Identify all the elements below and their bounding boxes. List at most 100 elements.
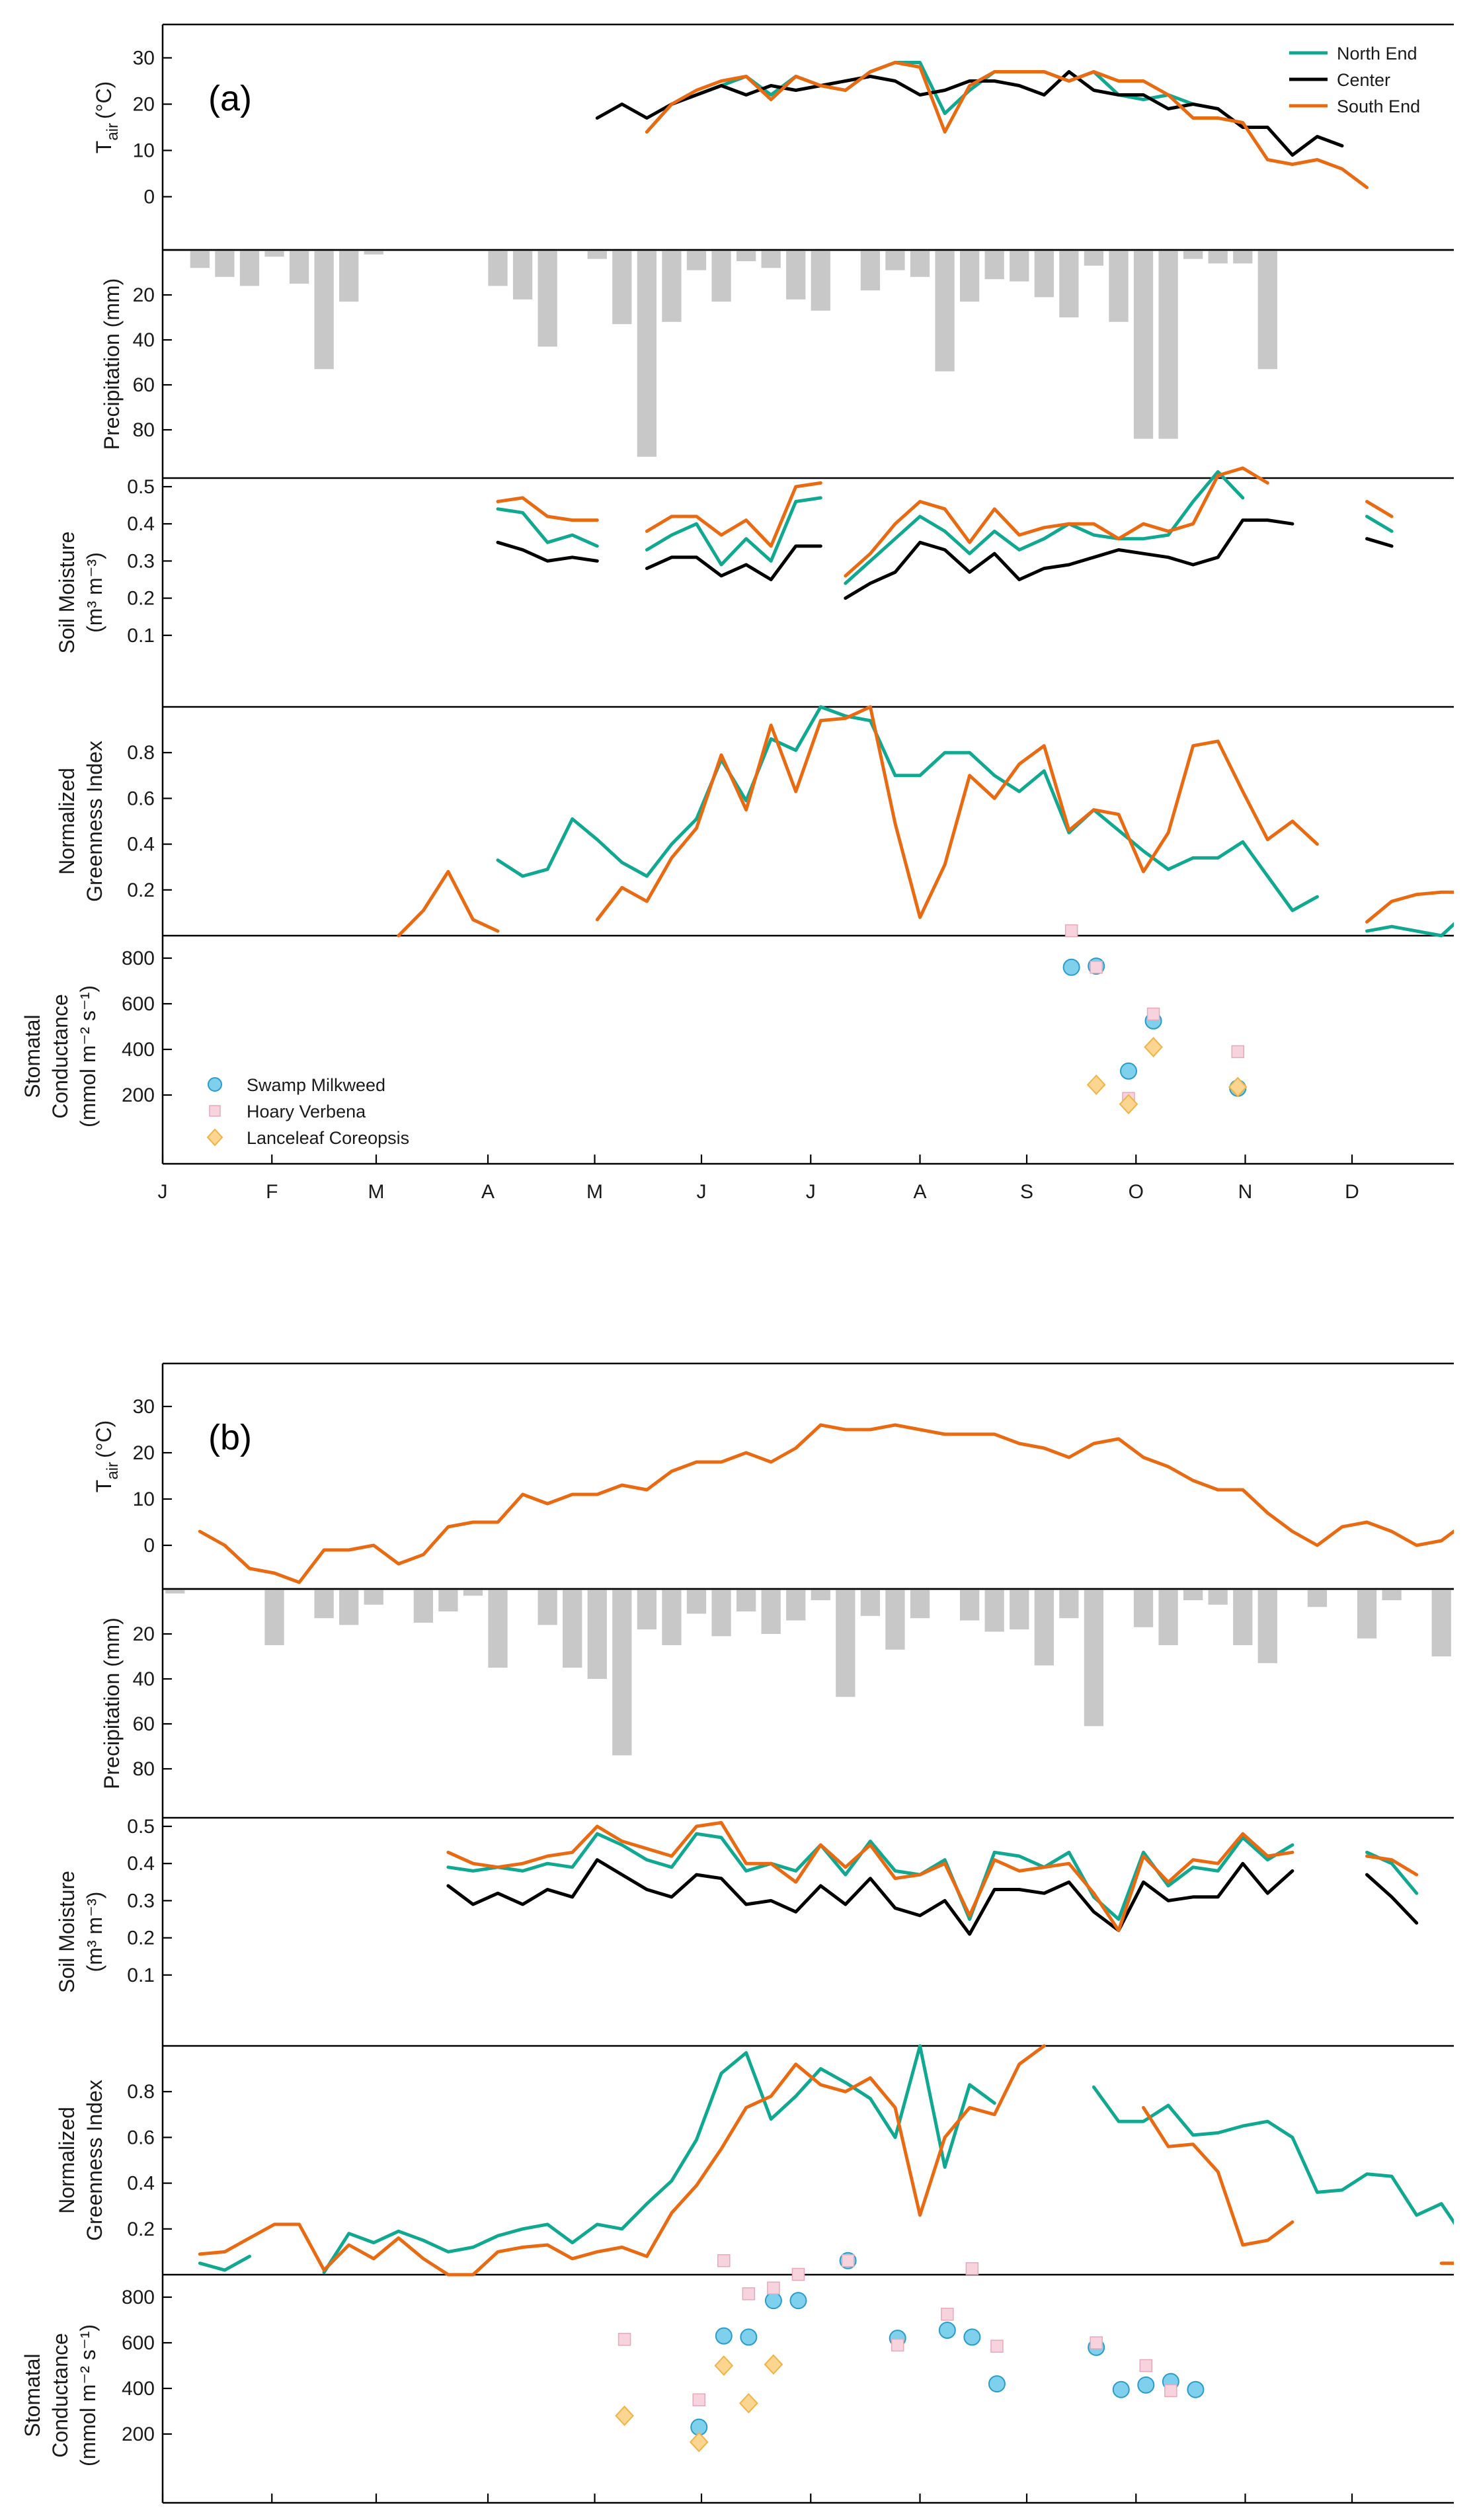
greenness-line-south-end [198, 2044, 1046, 2277]
precip-bar [736, 1589, 756, 1611]
y-tick-label: 20 [133, 1623, 155, 1645]
month-label: N [1238, 1181, 1253, 1203]
precip-bar [587, 250, 607, 259]
verbena-point [1146, 1007, 1160, 1021]
greenness-line-north-end [322, 2044, 996, 2274]
precip-bar [910, 250, 930, 277]
y-axis-label: (mmol m⁻² s⁻¹) [76, 2324, 100, 2466]
precip-bar [1010, 250, 1029, 282]
legend-coreopsis-swatch [206, 1128, 223, 1147]
precip-bar [959, 250, 980, 302]
precip-bar [289, 250, 309, 284]
month-label: F [266, 1181, 278, 1203]
verbena-point [692, 2393, 705, 2406]
precip-bar [1034, 1589, 1054, 1666]
y-axis-label: (mmol m⁻² s⁻¹) [76, 985, 100, 1127]
precip-bar [1010, 1589, 1029, 1630]
precip-bar [264, 1589, 284, 1645]
precip-bar [314, 250, 334, 370]
y-tick-label: 40 [133, 329, 155, 351]
milkweed-point [789, 2292, 807, 2310]
precip-bar [637, 1589, 657, 1630]
verbena-point [791, 2267, 805, 2281]
precip-bar [1357, 1589, 1377, 1639]
precip-bar [537, 1589, 557, 1625]
month-label: J [697, 1181, 707, 1203]
precip-bar [1307, 1589, 1328, 1607]
coreopsis-point [1086, 1075, 1106, 1095]
tair-line-south-end [645, 61, 1369, 189]
y-tick-label: 800 [122, 2287, 155, 2308]
precip-bar [984, 1589, 1004, 1632]
y-tick-label: 0.5 [127, 1816, 155, 1838]
precip-bar [711, 250, 731, 302]
precip-bar [786, 1589, 806, 1621]
y-tick-label: 20 [133, 284, 155, 306]
coreopsis-point [1144, 1037, 1163, 1058]
coreopsis-point [1119, 1094, 1138, 1115]
tair-axis-label: Tair (°C) [92, 1420, 122, 1492]
panel-letter: (a) [208, 79, 252, 118]
greenness-line-north-end [198, 2254, 251, 2272]
y-axis-label: Precipitation (mm) [100, 278, 124, 450]
y-tick-label: 20 [133, 94, 155, 116]
y-tick-label: 0 [143, 186, 155, 208]
precip-bar [314, 1589, 334, 1619]
precip-bar [165, 1589, 185, 1594]
precip-bar [959, 1589, 980, 1621]
y-tick-label: 0.1 [127, 1965, 155, 1986]
greenness-line-north-end [1365, 922, 1454, 938]
precip-bar [885, 1589, 905, 1650]
precip-bar [1158, 250, 1178, 439]
tair-label-main: T [92, 141, 116, 154]
precip-bar [488, 1589, 508, 1668]
precip-bar [1183, 250, 1203, 259]
legend-verbena-swatch [209, 1105, 221, 1117]
month-label: O [1129, 1181, 1144, 1203]
y-tick-label: 800 [122, 948, 155, 969]
soil-moisture-line-north-end [1365, 514, 1394, 533]
soil-moisture-line-center [1365, 537, 1394, 548]
y-tick-label: 0.2 [127, 879, 155, 901]
precip-bar [587, 1589, 607, 1679]
soil-moisture-line-south-end [446, 1820, 1294, 1932]
verbena-point [717, 2254, 731, 2267]
coreopsis-point [764, 2354, 783, 2375]
y-tick-label: 400 [122, 2378, 155, 2400]
precip-bar [364, 1589, 383, 1605]
y-tick-label: 0.2 [127, 1928, 155, 1949]
precip-bar [836, 1589, 856, 1697]
tair-line-north-end [645, 61, 1195, 134]
tair-label-sub: air [104, 1462, 122, 1480]
soil-moisture-line-center [496, 540, 599, 563]
y-tick-label: 0.8 [127, 742, 155, 764]
soil-moisture-line-center [645, 544, 822, 581]
precip-bar [1431, 1589, 1451, 1656]
precip-bar [860, 250, 881, 291]
verbena-point [1090, 2336, 1103, 2349]
soil-moisture-line-north-end [844, 470, 1245, 585]
precip-bar [264, 250, 284, 257]
verbena-point [990, 2339, 1004, 2353]
tair-label-unit: (°C) [92, 81, 116, 119]
precip-bar [563, 1589, 582, 1668]
precip-bar [438, 1589, 458, 1611]
line-legend: North End Center South End [1289, 44, 1420, 116]
milkweed-point [1119, 1062, 1137, 1080]
greenness-line-south-end [595, 705, 1319, 922]
greenness-line-north-end [496, 705, 1319, 913]
y-tick-label: 600 [122, 2332, 155, 2354]
legend-milkweed-swatch [208, 1077, 222, 1092]
y-tick-label: 60 [133, 1713, 155, 1735]
milkweed-point [1137, 2376, 1155, 2394]
y-tick-label: 0.4 [127, 513, 155, 535]
y-tick-label: 0.3 [127, 1890, 155, 1912]
soil-moisture-line-center [446, 1858, 1294, 1936]
precip-bar [413, 1589, 434, 1623]
precip-bar [463, 1589, 483, 1596]
y-tick-label: 60 [133, 374, 155, 396]
milkweed-point [988, 2375, 1006, 2393]
month-label: D [1345, 1181, 1359, 1203]
verbena-point [1164, 2384, 1177, 2398]
